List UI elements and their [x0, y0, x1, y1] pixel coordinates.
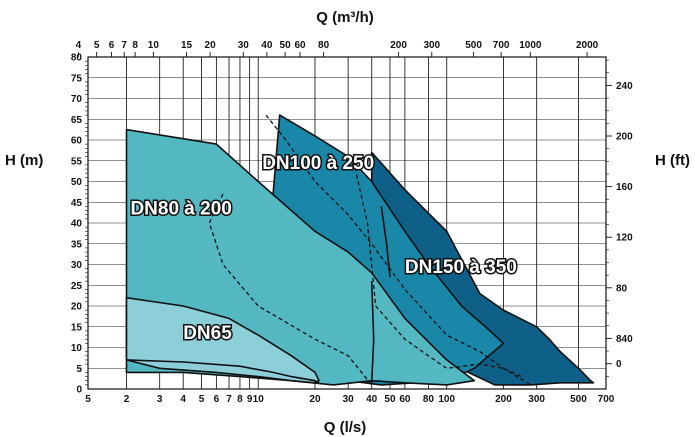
bottom-tick-label: 40	[366, 394, 378, 405]
bottom-tick-label: 4	[180, 394, 186, 405]
left-tick-label: 60	[71, 136, 83, 147]
bottom-tick-label: 6	[214, 394, 220, 405]
left-tick-label: 40	[71, 219, 83, 230]
bottom-tick-label: 7	[226, 394, 232, 405]
right-tick-label: 80	[616, 283, 628, 294]
right-tick-label: 240	[616, 81, 633, 92]
bottom-tick-label: 50	[384, 394, 396, 405]
top-tick-label: 1000	[519, 40, 542, 51]
top-tick-label: 20	[205, 40, 217, 51]
left-tick-label: 5	[76, 364, 82, 375]
top-tick-label: 4	[76, 40, 82, 51]
bottom-tick-label: 8	[237, 394, 243, 405]
bottom-tick-label: 5	[85, 394, 91, 405]
dashed-curve	[208, 193, 373, 386]
top-axis-title: Q (m³/h)	[316, 9, 374, 26]
left-tick-label: 20	[71, 302, 83, 313]
top-tick-label: 10	[148, 40, 160, 51]
bottom-tick-label: 3	[157, 394, 163, 405]
left-tick-label: 0	[76, 385, 82, 396]
bottom-axis-title: Q (l/s)	[324, 419, 367, 436]
left-axis-title: H (m)	[5, 152, 43, 169]
right-tick-label: 160	[616, 182, 633, 193]
bottom-tick-label: 20	[309, 394, 321, 405]
bottom-tick-label: 2	[124, 394, 130, 405]
right-tick-label: 200	[616, 132, 633, 143]
zone-labels: DN150 à 350 DN100 à 250 DN80 à 200 DN65	[129, 152, 518, 346]
zone-boundary	[380, 206, 391, 277]
right-axis-title: H (ft)	[655, 152, 690, 169]
top-tick-label: 2000	[576, 40, 599, 51]
bottom-tick-label: 500	[570, 394, 587, 405]
right-tick-label: 840	[616, 334, 633, 345]
dashed-curve	[265, 114, 532, 386]
left-tick-label: 80	[71, 53, 83, 64]
bottom-tick-label: 300	[528, 394, 545, 405]
bottom-tick-label: 9	[247, 394, 253, 405]
left-tick-label: 35	[71, 239, 83, 250]
left-tick-label: 50	[71, 177, 83, 188]
top-tick-label: 7	[121, 40, 127, 51]
top-tick-label: 200	[390, 40, 407, 51]
left-tick-label: 25	[71, 281, 83, 292]
bottom-tick-label: 30	[343, 394, 355, 405]
top-tick-label: 300	[423, 40, 440, 51]
top-tick-label: 700	[493, 40, 510, 51]
right-tick-label: 120	[616, 233, 633, 244]
zone-label-dn150-350: DN150 à 350	[405, 257, 517, 278]
left-tick-label: 10	[71, 343, 83, 354]
left-tick-label: 30	[71, 260, 83, 271]
zones	[125, 114, 595, 386]
zone-label-dn65: DN65	[183, 323, 232, 344]
bottom-tick-label: 100	[438, 394, 455, 405]
bottom-tick-label: 10	[253, 394, 265, 405]
bottom-tick-label: 60	[399, 394, 411, 405]
zone-boundary	[126, 359, 320, 384]
left-tick-label: 45	[71, 198, 83, 209]
right-tick-label: 0	[616, 359, 622, 370]
bottom-tick-label: 200	[495, 394, 512, 405]
top-tick-label: 40	[261, 40, 273, 51]
bottom-tick-label: 5	[199, 394, 205, 405]
top-tick-label: 6	[109, 40, 115, 51]
plot-frame	[87, 56, 607, 390]
curves	[126, 114, 532, 386]
left-tick-label: 70	[71, 94, 83, 105]
bottom-tick-label: 80	[423, 394, 435, 405]
top-tick-label: 60	[294, 40, 306, 51]
zone-label-dn80-200: DN80 à 200	[130, 199, 231, 220]
top-tick-label: 8	[132, 40, 138, 51]
top-tick-label: 50	[280, 40, 292, 51]
top-tick-label: 80	[318, 40, 330, 51]
zone-label-dn100-250: DN100 à 250	[262, 153, 374, 174]
left-tick-label: 75	[71, 73, 83, 84]
top-tick-label: 5	[94, 40, 100, 51]
dashed-curve	[352, 160, 522, 378]
left-tick-label: 15	[71, 322, 83, 333]
bottom-tick-label: 700	[598, 394, 615, 405]
left-tick-label: 55	[71, 156, 83, 167]
top-tick-label: 15	[181, 40, 193, 51]
top-tick-label: 500	[465, 40, 482, 51]
zone-boundary	[370, 281, 375, 383]
left-tick-label: 65	[71, 115, 83, 126]
top-tick-label: 30	[238, 40, 250, 51]
